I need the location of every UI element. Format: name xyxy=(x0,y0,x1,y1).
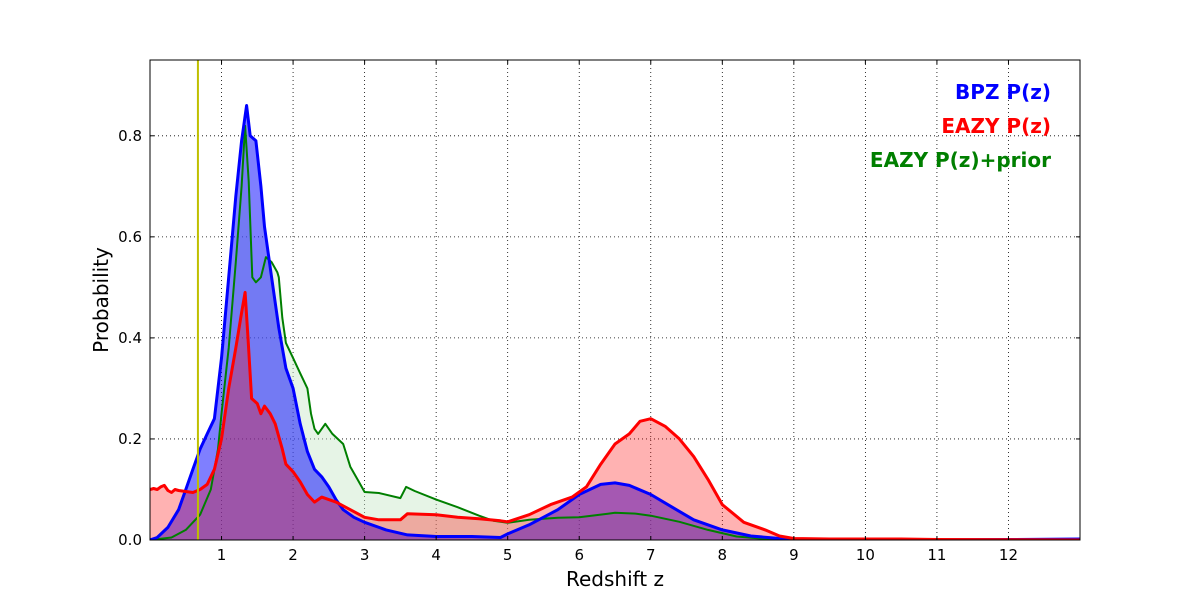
line-bpz-p-z xyxy=(150,104,1080,540)
x-tick-label: 6 xyxy=(574,546,584,564)
x-tick-label: 3 xyxy=(360,546,370,564)
legend-bpz: BPZ P(z) xyxy=(955,80,1051,104)
x-tick-label: 5 xyxy=(503,546,513,564)
y-tick-label: 0.2 xyxy=(118,430,142,448)
y-tick-label: 0.4 xyxy=(118,329,142,347)
x-tick-label: 12 xyxy=(999,546,1018,564)
legend-eazy: EAZY P(z) xyxy=(941,114,1051,138)
x-tick-label: 2 xyxy=(288,546,298,564)
legend: BPZ P(z) EAZY P(z) EAZY P(z)+prior xyxy=(870,80,1051,172)
line-eazy-p-z-prior xyxy=(150,124,1080,540)
axis-ticks: 1 2 3 4 5 6 7 8 9 10 11 120.00.20.40.60.8 xyxy=(118,60,1080,564)
x-tick-label: 8 xyxy=(718,546,728,564)
line-eazy-p-z xyxy=(150,290,1080,540)
area-eazy-p-z xyxy=(150,292,1080,540)
y-axis-label: Probability xyxy=(89,247,113,353)
x-tick-label: 9 xyxy=(789,546,799,564)
y-tick-label: 0.8 xyxy=(118,127,142,145)
x-axis-label: Redshift z xyxy=(566,567,664,591)
plot-frame xyxy=(149,59,1081,541)
x-tick-label: 1 xyxy=(217,546,227,564)
x-tick-label: 7 xyxy=(646,546,656,564)
series-lines xyxy=(150,104,1080,540)
y-tick-label: 0.6 xyxy=(118,228,142,246)
x-tick-label: 10 xyxy=(856,546,875,564)
x-tick-label: 4 xyxy=(431,546,441,564)
grid xyxy=(150,60,1080,540)
x-tick-label: 11 xyxy=(927,546,946,564)
y-tick-label: 0.0 xyxy=(118,531,142,549)
legend-eazy-prior: EAZY P(z)+prior xyxy=(870,148,1051,172)
